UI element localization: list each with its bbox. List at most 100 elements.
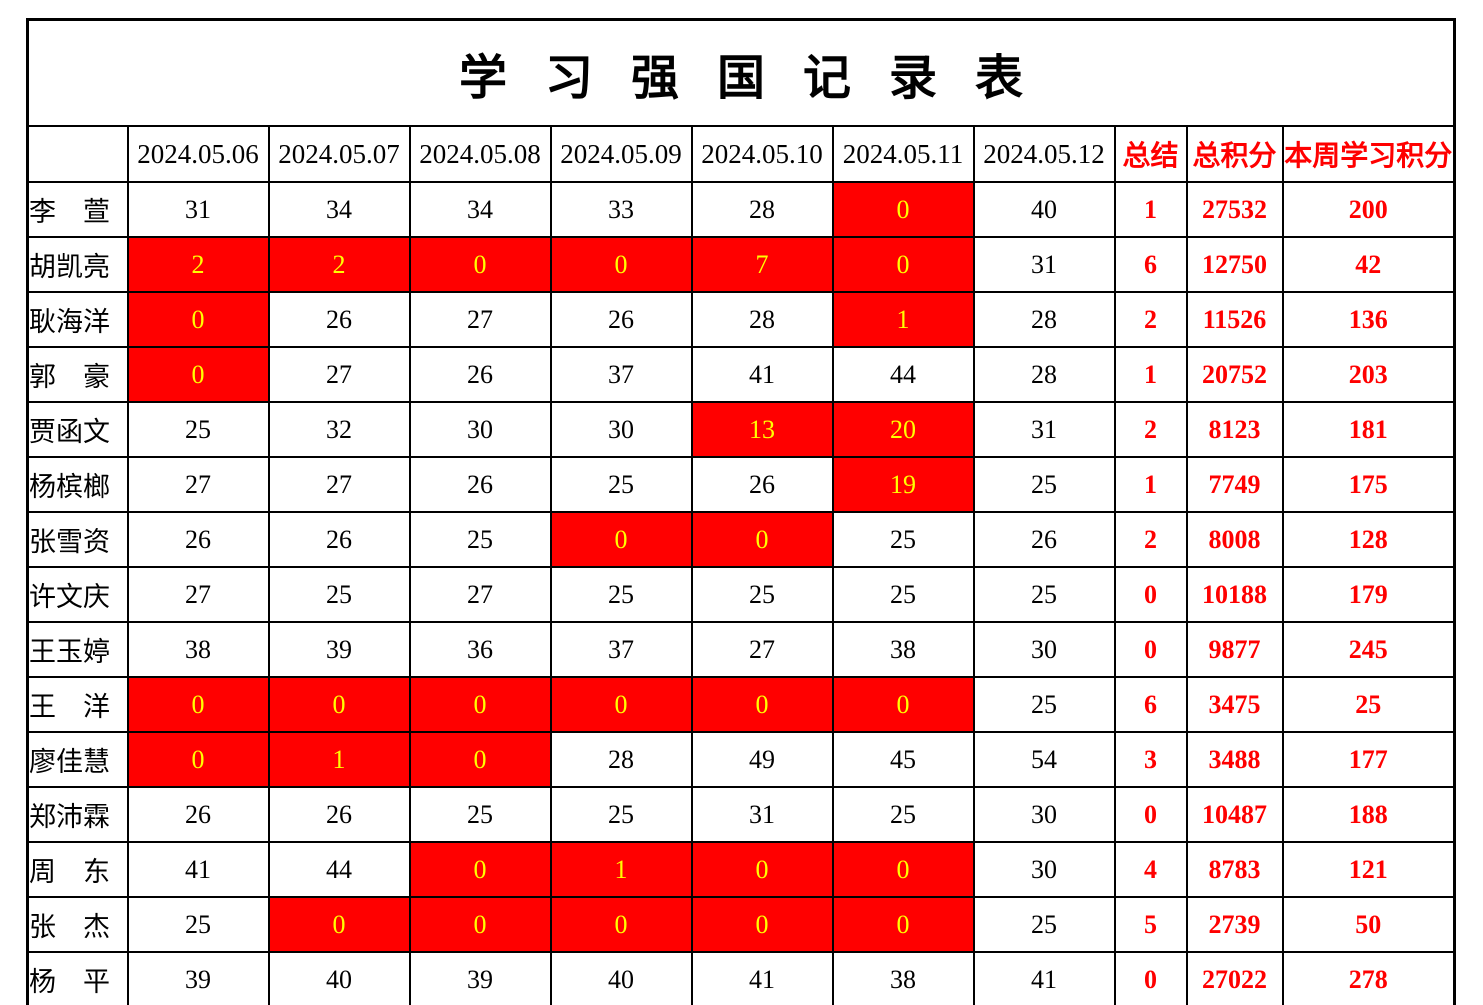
summary-count-cell: 3 bbox=[1113, 731, 1188, 788]
summary-count-cell: 4 bbox=[1113, 841, 1188, 898]
total-points-cell: 12750 bbox=[1185, 236, 1284, 293]
student-name-cell: 王 洋 bbox=[26, 676, 129, 733]
daily-score-cell: 26 bbox=[126, 511, 270, 568]
student-name-cell: 郭 豪 bbox=[26, 346, 129, 403]
header-row: 2024.05.06 2024.05.07 2024.05.08 2024.05… bbox=[26, 125, 1456, 183]
daily-score-cell: 2 bbox=[126, 236, 270, 293]
total-points-cell: 3488 bbox=[1185, 731, 1284, 788]
summary-count-cell: 0 bbox=[1113, 786, 1188, 843]
daily-score-cell: 0 bbox=[267, 676, 411, 733]
student-name-cell: 周 东 bbox=[26, 841, 129, 898]
table-row: 王玉婷 38 39 36 37 27 38 30 0 9877 245 bbox=[26, 621, 1456, 678]
daily-score-cell: 25 bbox=[690, 566, 834, 623]
daily-score-cell: 0 bbox=[408, 731, 552, 788]
daily-score-cell: 30 bbox=[972, 786, 1116, 843]
daily-score-cell: 27 bbox=[267, 346, 411, 403]
daily-score-cell: 25 bbox=[267, 566, 411, 623]
page-title: 学习强国记录表 bbox=[26, 18, 1456, 127]
daily-score-cell: 44 bbox=[267, 841, 411, 898]
total-points-header: 总积分 bbox=[1185, 125, 1284, 183]
student-name-cell: 杨槟榔 bbox=[26, 456, 129, 513]
daily-score-cell: 30 bbox=[549, 401, 693, 458]
daily-score-cell: 38 bbox=[126, 621, 270, 678]
daily-score-cell: 25 bbox=[831, 511, 975, 568]
total-points-cell: 10487 bbox=[1185, 786, 1284, 843]
week-points-cell: 203 bbox=[1281, 346, 1456, 403]
student-name-cell: 张雪资 bbox=[26, 511, 129, 568]
student-name-cell: 贾函文 bbox=[26, 401, 129, 458]
summary-count-cell: 6 bbox=[1113, 236, 1188, 293]
daily-score-cell: 40 bbox=[972, 181, 1116, 238]
daily-score-cell: 45 bbox=[831, 731, 975, 788]
summary-count-cell: 2 bbox=[1113, 291, 1188, 348]
daily-score-cell: 0 bbox=[267, 896, 411, 953]
daily-score-cell: 0 bbox=[408, 841, 552, 898]
daily-score-cell: 41 bbox=[972, 951, 1116, 1005]
daily-score-cell: 39 bbox=[267, 621, 411, 678]
daily-score-cell: 25 bbox=[831, 786, 975, 843]
daily-score-cell: 0 bbox=[831, 896, 975, 953]
daily-score-cell: 0 bbox=[831, 841, 975, 898]
daily-score-cell: 33 bbox=[549, 181, 693, 238]
daily-score-cell: 31 bbox=[126, 181, 270, 238]
daily-score-cell: 1 bbox=[831, 291, 975, 348]
student-name-cell: 廖佳慧 bbox=[26, 731, 129, 788]
summary-count-cell: 6 bbox=[1113, 676, 1188, 733]
week-points-cell: 136 bbox=[1281, 291, 1456, 348]
daily-score-cell: 0 bbox=[690, 841, 834, 898]
table-row: 张雪资 26 26 25 0 0 25 26 2 8008 128 bbox=[26, 511, 1456, 568]
total-points-cell: 3475 bbox=[1185, 676, 1284, 733]
summary-header: 总结 bbox=[1113, 125, 1188, 183]
daily-score-cell: 39 bbox=[408, 951, 552, 1005]
daily-score-cell: 0 bbox=[126, 346, 270, 403]
daily-score-cell: 28 bbox=[972, 346, 1116, 403]
daily-score-cell: 26 bbox=[126, 786, 270, 843]
daily-score-cell: 31 bbox=[972, 401, 1116, 458]
daily-score-cell: 0 bbox=[831, 236, 975, 293]
daily-score-cell: 25 bbox=[972, 456, 1116, 513]
date-header: 2024.05.10 bbox=[690, 125, 834, 183]
daily-score-cell: 28 bbox=[549, 731, 693, 788]
total-points-cell: 9877 bbox=[1185, 621, 1284, 678]
daily-score-cell: 27 bbox=[267, 456, 411, 513]
week-points-cell: 175 bbox=[1281, 456, 1456, 513]
total-points-cell: 20752 bbox=[1185, 346, 1284, 403]
daily-score-cell: 37 bbox=[549, 621, 693, 678]
daily-score-cell: 49 bbox=[690, 731, 834, 788]
daily-score-cell: 0 bbox=[549, 896, 693, 953]
student-name-cell: 郑沛霖 bbox=[26, 786, 129, 843]
daily-score-cell: 27 bbox=[408, 291, 552, 348]
student-name-cell: 耿海洋 bbox=[26, 291, 129, 348]
daily-score-cell: 1 bbox=[267, 731, 411, 788]
summary-count-cell: 0 bbox=[1113, 621, 1188, 678]
daily-score-cell: 34 bbox=[408, 181, 552, 238]
daily-score-cell: 38 bbox=[831, 621, 975, 678]
daily-score-cell: 41 bbox=[690, 951, 834, 1005]
daily-score-cell: 34 bbox=[267, 181, 411, 238]
week-points-cell: 128 bbox=[1281, 511, 1456, 568]
daily-score-cell: 27 bbox=[690, 621, 834, 678]
daily-score-cell: 26 bbox=[690, 456, 834, 513]
daily-score-cell: 25 bbox=[126, 896, 270, 953]
daily-score-cell: 36 bbox=[408, 621, 552, 678]
daily-score-cell: 26 bbox=[267, 291, 411, 348]
daily-score-cell: 0 bbox=[690, 511, 834, 568]
summary-count-cell: 1 bbox=[1113, 346, 1188, 403]
study-record-table: 学习强国记录表 2024.05.06 2024.05.07 2024.05.08… bbox=[26, 18, 1457, 1005]
week-points-cell: 121 bbox=[1281, 841, 1456, 898]
total-points-cell: 8783 bbox=[1185, 841, 1284, 898]
summary-count-cell: 2 bbox=[1113, 511, 1188, 568]
table-row: 杨 平 39 40 39 40 41 38 41 0 27022 278 bbox=[26, 951, 1456, 1005]
daily-score-cell: 7 bbox=[690, 236, 834, 293]
daily-score-cell: 0 bbox=[126, 291, 270, 348]
total-points-cell: 2739 bbox=[1185, 896, 1284, 953]
week-points-cell: 278 bbox=[1281, 951, 1456, 1005]
week-points-header: 本周学习积分 bbox=[1281, 125, 1456, 183]
daily-score-cell: 0 bbox=[831, 676, 975, 733]
daily-score-cell: 0 bbox=[126, 731, 270, 788]
date-header: 2024.05.08 bbox=[408, 125, 552, 183]
daily-score-cell: 0 bbox=[408, 236, 552, 293]
daily-score-cell: 44 bbox=[831, 346, 975, 403]
daily-score-cell: 31 bbox=[972, 236, 1116, 293]
